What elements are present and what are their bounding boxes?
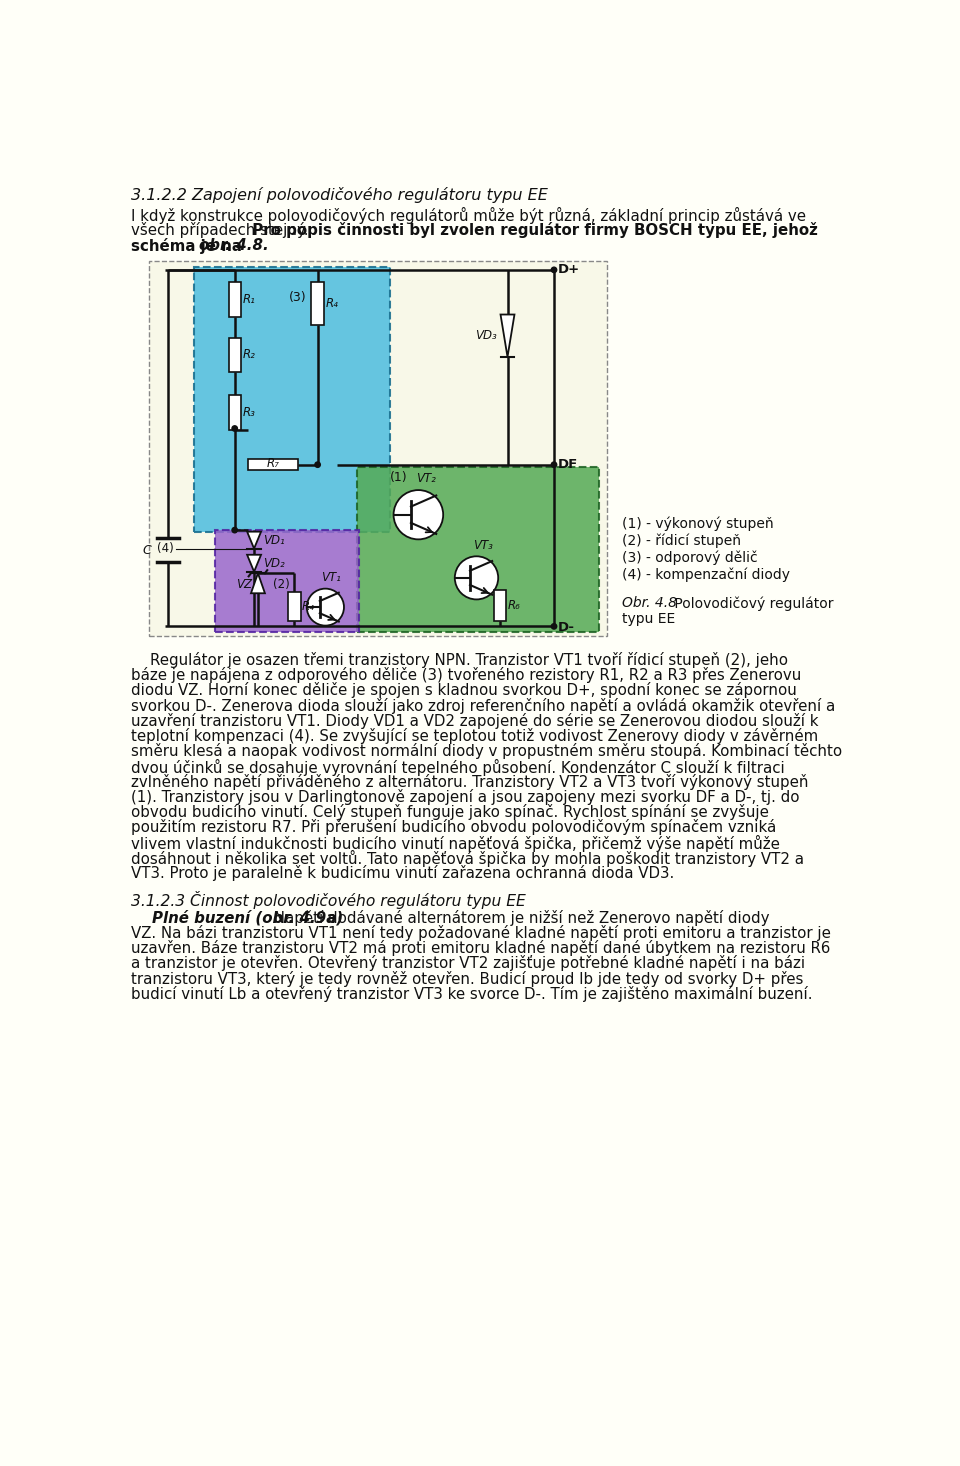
Text: Polovodičový regulátor: Polovodičový regulátor bbox=[670, 597, 833, 611]
Text: VZ. Na bázi tranzistoru VT1 není tedy požadované kladné napětí proti emitoru a t: VZ. Na bázi tranzistoru VT1 není tedy po… bbox=[131, 925, 830, 941]
Text: R₆: R₆ bbox=[508, 600, 520, 613]
Text: C: C bbox=[142, 544, 151, 557]
Circle shape bbox=[551, 462, 557, 468]
Text: uzavření tranzistoru VT1. Diody VD1 a VD2 zapojené do série se Zenerovou diodou : uzavření tranzistoru VT1. Diody VD1 a VD… bbox=[131, 712, 818, 729]
Text: D-: D- bbox=[558, 620, 575, 633]
Circle shape bbox=[455, 556, 498, 600]
Polygon shape bbox=[247, 554, 261, 572]
Text: vlivem vlastní indukčnosti budicího vinutí napěťová špička, přičemž výše napětí : vlivem vlastní indukčnosti budicího vinu… bbox=[131, 834, 780, 852]
Text: (4) - kompenzační diody: (4) - kompenzační diody bbox=[622, 567, 790, 582]
Text: uzavřen. Báze tranzistoru VT2 má proti emitoru kladné napětí dané úbytkem na rez: uzavřen. Báze tranzistoru VT2 má proti e… bbox=[131, 940, 830, 956]
Text: R₂: R₂ bbox=[243, 349, 255, 362]
Text: dosáhnout i několika set voltů. Tato napěťová špička by mohla poškodit tranzisto: dosáhnout i několika set voltů. Tato nap… bbox=[131, 850, 804, 866]
Text: Obr. 4.8: Obr. 4.8 bbox=[622, 597, 677, 610]
Text: Napětí dodávané alternátorem je nižší než Zenerovo napětí diody: Napětí dodávané alternátorem je nižší ne… bbox=[269, 910, 769, 925]
Text: schéma je na: schéma je na bbox=[131, 237, 247, 254]
Bar bbox=[214, 531, 359, 632]
Text: dvou účinků se dosahuje vyrovnání tepelného působení. Kondenzátor C slouží k fil: dvou účinků se dosahuje vyrovnání tepeln… bbox=[131, 758, 784, 776]
Text: VT₁: VT₁ bbox=[321, 572, 341, 583]
Bar bbox=[194, 267, 390, 532]
Text: (4): (4) bbox=[157, 542, 174, 556]
Text: tranzistoru VT3, který je tedy rovněž otevřen. Budicí proud Ib jde tedy od svork: tranzistoru VT3, který je tedy rovněž ot… bbox=[131, 970, 804, 987]
Text: R₄: R₄ bbox=[302, 600, 315, 613]
Text: VT₂: VT₂ bbox=[416, 472, 436, 485]
Text: teplotní kompenzaci (4). Se zvyšující se teplotou totiž vodivost Zenerovy diody : teplotní kompenzaci (4). Se zvyšující se… bbox=[131, 729, 818, 745]
Text: (2): (2) bbox=[274, 578, 290, 591]
Bar bbox=[150, 261, 607, 636]
Text: diodu VZ. Horní konec děliče je spojen s kladnou svorkou D+, spodní konec se záp: diodu VZ. Horní konec děliče je spojen s… bbox=[131, 682, 797, 698]
Bar bbox=[228, 396, 241, 430]
Text: použitím rezistoru R7. Při přerušení budicího obvodu polovodičovým spínačem vzni: použitím rezistoru R7. Při přerušení bud… bbox=[131, 819, 776, 836]
Text: VT3. Proto je paralelně k budicímu vinutí zařazena ochranná dioda VD3.: VT3. Proto je paralelně k budicímu vinut… bbox=[131, 865, 674, 881]
Text: Pro popis činnosti byl zvolen regulátor firmy BOSCH typu EE, jehož: Pro popis činnosti byl zvolen regulátor … bbox=[247, 223, 818, 237]
Text: (2) - řídicí stupeň: (2) - řídicí stupeň bbox=[622, 534, 741, 548]
Text: báze je napájena z odporového děliče (3) tvořeného rezistory R1, R2 a R3 přes Ze: báze je napájena z odporového děliče (3)… bbox=[131, 667, 801, 683]
Text: Plné buzení (obr. 4.9a): Plné buzení (obr. 4.9a) bbox=[131, 910, 343, 925]
Bar bbox=[248, 459, 299, 471]
Text: (1). Tranzistory jsou v Darlingtonově zapojení a jsou zapojeny mezi svorku DF a : (1). Tranzistory jsou v Darlingtonově za… bbox=[131, 789, 800, 805]
Text: VZ: VZ bbox=[236, 578, 252, 591]
Text: obr. 4.8.: obr. 4.8. bbox=[199, 237, 269, 252]
Text: Regulátor je osazen třemi tranzistory NPN. Tranzistor VT1 tvoří řídicí stupeň (2: Regulátor je osazen třemi tranzistory NP… bbox=[131, 652, 788, 668]
Text: 3.1.2.3 Činnost polovodičového regulátoru typu EE: 3.1.2.3 Činnost polovodičového regulátor… bbox=[131, 891, 526, 909]
Bar bbox=[228, 337, 241, 372]
Circle shape bbox=[551, 267, 557, 273]
Text: VD₂: VD₂ bbox=[263, 557, 284, 570]
Text: svorkou D-. Zenerova dioda slouží jako zdroj referenčního napětí a ovládá okamži: svorkou D-. Zenerova dioda slouží jako z… bbox=[131, 698, 835, 714]
Text: obvodu budicího vinutí. Celý stupeň funguje jako spínač. Rychlost spínání se zvy: obvodu budicího vinutí. Celý stupeň fung… bbox=[131, 805, 769, 821]
Circle shape bbox=[232, 425, 237, 431]
Text: DF: DF bbox=[558, 459, 578, 471]
Bar bbox=[311, 281, 324, 324]
Polygon shape bbox=[251, 573, 265, 594]
Text: VT₃: VT₃ bbox=[473, 538, 492, 551]
Polygon shape bbox=[247, 532, 261, 548]
Bar bbox=[228, 281, 241, 317]
Circle shape bbox=[232, 528, 237, 532]
Text: směru klesá a naopak vodivost normální diody v propustném směru stoupá. Kombinac: směru klesá a naopak vodivost normální d… bbox=[131, 743, 842, 759]
Bar bbox=[493, 591, 506, 622]
Circle shape bbox=[551, 623, 557, 629]
Circle shape bbox=[315, 462, 321, 468]
Text: (1) - výkonový stupeň: (1) - výkonový stupeň bbox=[622, 516, 774, 531]
Bar bbox=[288, 592, 300, 622]
Text: R₄: R₄ bbox=[325, 296, 338, 309]
Text: R₇: R₇ bbox=[267, 457, 279, 471]
Text: budicí vinutí Lb a otevřený tranzistor VT3 ke svorce D-. Tím je zajištěno maximá: budicí vinutí Lb a otevřený tranzistor V… bbox=[131, 987, 812, 1001]
Text: R₃: R₃ bbox=[243, 406, 255, 419]
Text: VD₁: VD₁ bbox=[263, 534, 284, 547]
Text: I když konstrukce polovodičových regulátorů může být různá, základní princip zůs: I když konstrukce polovodičových regulát… bbox=[131, 207, 805, 224]
Text: všech případech stejný.: všech případech stejný. bbox=[131, 223, 308, 237]
Text: R₁: R₁ bbox=[243, 293, 255, 306]
Text: typu EE: typu EE bbox=[622, 611, 676, 626]
Text: (3) - odporový dělič: (3) - odporový dělič bbox=[622, 550, 757, 564]
Text: a tranzistor je otevřen. Otevřený tranzistor VT2 zajišťuje potřebné kladné napět: a tranzistor je otevřen. Otevřený tranzi… bbox=[131, 956, 805, 972]
Text: 3.1.2.2 Zapojení polovodičového regulátoru typu EE: 3.1.2.2 Zapojení polovodičového reguláto… bbox=[131, 186, 548, 202]
Text: (3): (3) bbox=[289, 292, 306, 303]
Polygon shape bbox=[500, 315, 515, 356]
Bar bbox=[357, 468, 599, 632]
Text: D+: D+ bbox=[558, 262, 580, 276]
Text: zvlněného napětí přiváděného z alternátoru. Tranzistory VT2 a VT3 tvoří výkonový: zvlněného napětí přiváděného z alternáto… bbox=[131, 774, 808, 790]
Text: VD₃: VD₃ bbox=[475, 328, 496, 342]
Circle shape bbox=[307, 589, 344, 626]
Text: (1): (1) bbox=[390, 471, 407, 484]
Circle shape bbox=[394, 490, 444, 539]
